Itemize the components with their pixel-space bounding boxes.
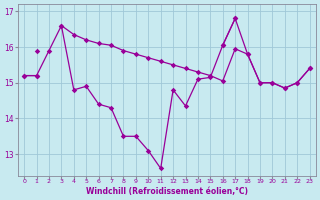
X-axis label: Windchill (Refroidissement éolien,°C): Windchill (Refroidissement éolien,°C) xyxy=(86,187,248,196)
